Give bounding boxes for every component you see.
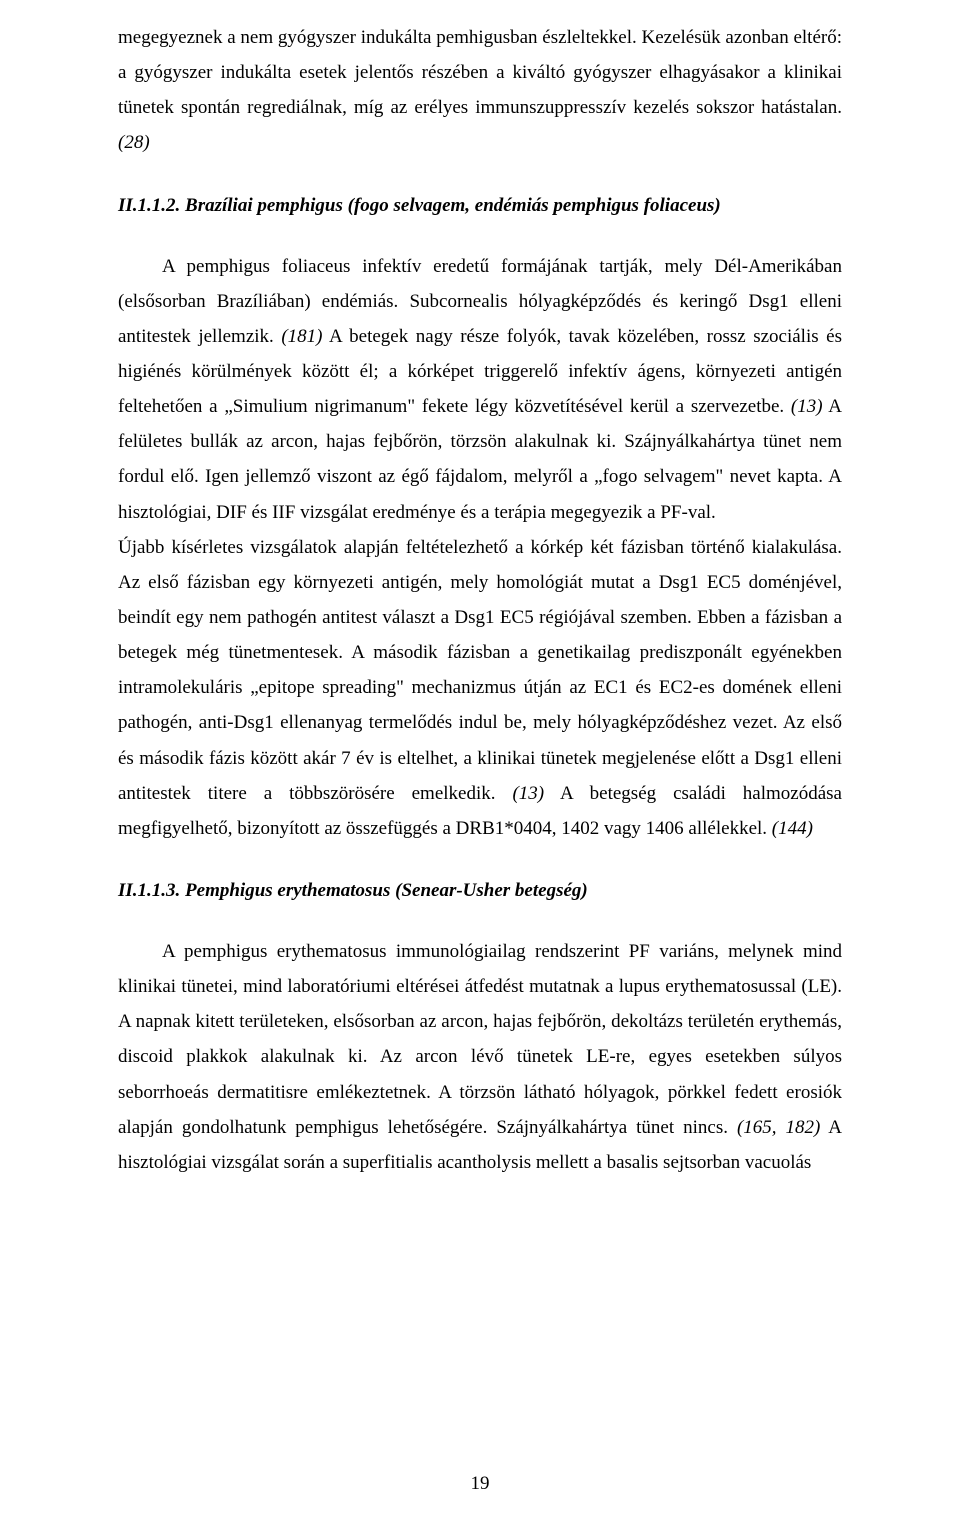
citation-ref: (181) [281, 326, 322, 347]
paragraph-text: A pemphigus erythematosus immunológiaila… [118, 941, 842, 1138]
page: megegyeznek a nem gyógyszer indukálta pe… [0, 0, 960, 1537]
section-heading: II.1.1.3. Pemphigus erythematosus (Senea… [118, 880, 842, 902]
citation-ref: (13) [512, 783, 544, 804]
paragraph-text: megegyeznek a nem gyógyszer indukálta pe… [118, 27, 842, 118]
citation-ref: (144) [772, 818, 813, 839]
section-heading: II.1.1.2. Brazíliai pemphigus (fogo selv… [118, 195, 842, 217]
paragraph-text: Újabb kísérletes vizsgálatok alapján fel… [118, 537, 842, 804]
paragraph-body: A pemphigus erythematosus immunológiaila… [118, 934, 842, 1180]
paragraph-hangover: megegyeznek a nem gyógyszer indukálta pe… [118, 20, 842, 161]
citation-ref: (13) [791, 396, 823, 417]
paragraph-body: A pemphigus foliaceus infektív eredetű f… [118, 249, 842, 530]
paragraph-body: Újabb kísérletes vizsgálatok alapján fel… [118, 530, 842, 846]
citation-ref: (28) [118, 132, 150, 153]
citation-ref: (165, 182) [737, 1117, 820, 1138]
page-number: 19 [0, 1473, 960, 1495]
